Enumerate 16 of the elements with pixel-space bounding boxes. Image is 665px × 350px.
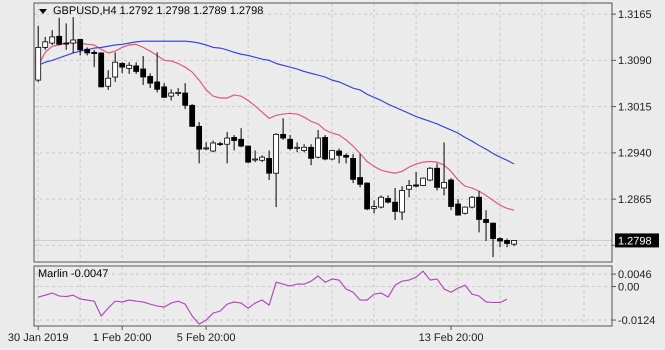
- x-tick-label: 1 Feb 20:00: [92, 332, 152, 344]
- ref-line-label: 1.2798: [618, 235, 652, 248]
- x-tick-label: 13 Feb 20:00: [418, 332, 484, 344]
- line-series: [38, 270, 508, 325]
- y-tick-label: 1.3165: [618, 8, 652, 21]
- y-tick-label: 1.3015: [618, 101, 652, 114]
- x-tick-label: 5 Feb 20:00: [176, 332, 236, 344]
- y-tick-label: 1.2940: [618, 148, 652, 160]
- y-tick-label: 0.0046: [618, 268, 652, 281]
- x-tick-label: 30 Jan 2019: [8, 332, 68, 344]
- y-tick-label: 1.2865: [618, 194, 652, 206]
- chart-title: Marlin -0.0047: [38, 268, 108, 280]
- chart-title: GBPUSD,H4 1.2792 1.2798 1.2789 1.2798: [53, 5, 264, 17]
- y-tick-label: 0.00: [618, 281, 640, 294]
- y-tick-label: 1.3090: [618, 55, 652, 68]
- y-tick-label: -0.0124: [618, 314, 656, 327]
